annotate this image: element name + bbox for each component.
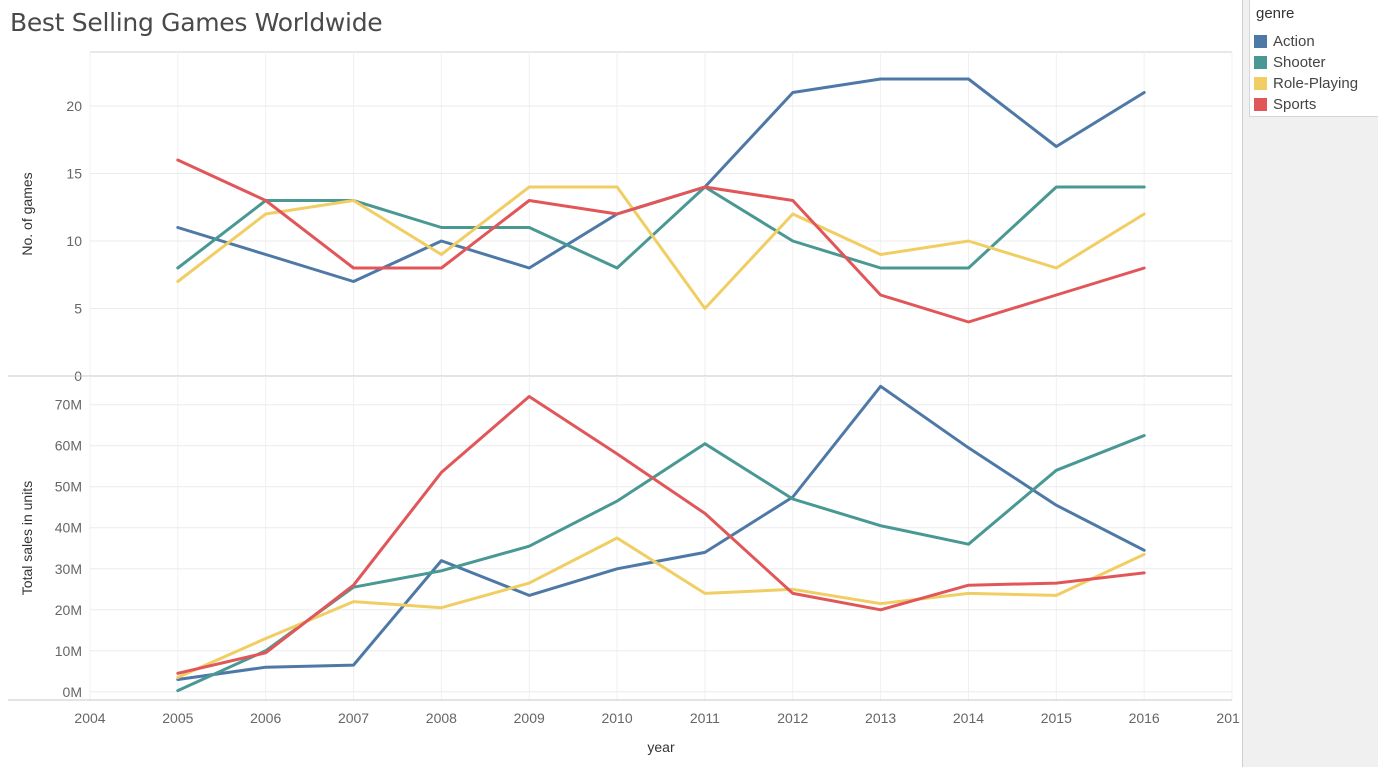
y-tick-label-0-1: 5 bbox=[74, 301, 82, 317]
legend-swatch-action bbox=[1254, 35, 1267, 48]
x-tick-label-2006: 2006 bbox=[250, 710, 281, 726]
legend-item-role-playing[interactable]: Role-Playing bbox=[1254, 73, 1358, 93]
x-tick-label-2005: 2005 bbox=[162, 710, 193, 726]
legend-swatch-sports bbox=[1254, 98, 1267, 111]
legend-label-sports: Sports bbox=[1273, 96, 1316, 113]
legend-item-shooter[interactable]: Shooter bbox=[1254, 52, 1326, 72]
x-tick-label-2009: 2009 bbox=[514, 710, 545, 726]
legend-item-action[interactable]: Action bbox=[1254, 31, 1315, 51]
y-tick-label-1-2: 20M bbox=[55, 602, 82, 618]
series-line-shooter-1 bbox=[178, 436, 1144, 691]
y-tick-label-0-4: 20 bbox=[66, 98, 82, 114]
legend: genre Action Shooter Role-Playing Sports bbox=[1249, 0, 1378, 117]
y-tick-label-0-2: 10 bbox=[66, 233, 82, 249]
y-tick-label-1-7: 70M bbox=[55, 397, 82, 413]
y-tick-label-1-1: 10M bbox=[55, 643, 82, 659]
x-tick-label-2008: 2008 bbox=[426, 710, 457, 726]
legend-swatch-role-playing bbox=[1254, 77, 1267, 90]
legend-title: genre bbox=[1256, 5, 1294, 22]
y-tick-label-1-4: 40M bbox=[55, 520, 82, 536]
legend-label-role-playing: Role-Playing bbox=[1273, 75, 1358, 92]
y-axis-title-0: No. of games bbox=[19, 172, 35, 255]
series-line-sports-1 bbox=[178, 397, 1144, 674]
x-tick-label-2010: 2010 bbox=[601, 710, 632, 726]
legend-label-action: Action bbox=[1273, 33, 1315, 50]
x-tick-label-2013: 2013 bbox=[865, 710, 896, 726]
y-axis-title-1: Total sales in units bbox=[19, 481, 35, 595]
y-tick-label-1-0: 0M bbox=[63, 684, 82, 700]
x-tick-label-2014: 2014 bbox=[953, 710, 984, 726]
series-line-role-playing-0 bbox=[178, 187, 1144, 309]
y-tick-label-0-3: 15 bbox=[66, 166, 82, 182]
x-tick-label-2012: 2012 bbox=[777, 710, 808, 726]
legend-item-sports[interactable]: Sports bbox=[1254, 94, 1316, 114]
series-line-action-1 bbox=[178, 386, 1144, 679]
x-tick-label-2007: 2007 bbox=[338, 710, 369, 726]
legend-label-shooter: Shooter bbox=[1273, 54, 1326, 71]
y-tick-label-1-6: 60M bbox=[55, 438, 82, 454]
legend-swatch-shooter bbox=[1254, 56, 1267, 69]
x-tick-label-2004: 2004 bbox=[74, 710, 105, 726]
y-tick-label-1-5: 50M bbox=[55, 479, 82, 495]
x-tick-label-2017: 2017 bbox=[1216, 710, 1240, 726]
x-tick-label-2016: 2016 bbox=[1129, 710, 1160, 726]
x-tick-label-2015: 2015 bbox=[1041, 710, 1072, 726]
x-tick-label-2011: 2011 bbox=[690, 710, 720, 726]
x-axis-title: year bbox=[647, 739, 675, 755]
y-tick-label-1-3: 30M bbox=[55, 561, 82, 577]
